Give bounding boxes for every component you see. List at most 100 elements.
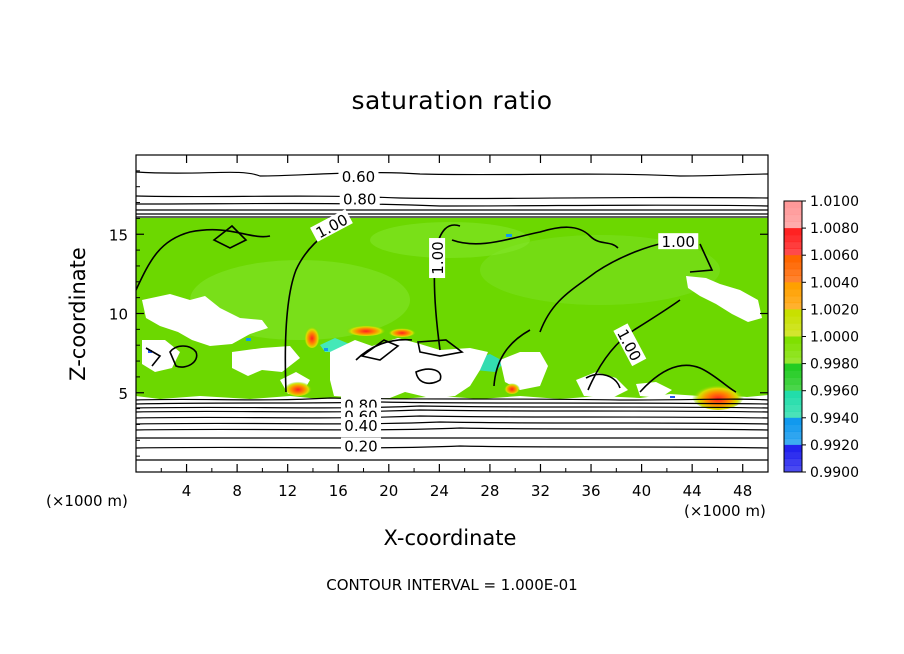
colorbar-swatch — [784, 214, 802, 222]
contour-interval-note: CONTOUR INTERVAL = 1.000E-01 — [326, 576, 578, 594]
colorbar-swatch — [784, 228, 802, 236]
x-tick-label: 40 — [632, 482, 651, 500]
colorbar-swatch — [784, 289, 802, 297]
contour-label-text: 0.80 — [343, 190, 376, 208]
colorbar-swatch — [784, 465, 802, 473]
x-axis-label: X-coordinate — [383, 526, 517, 550]
colorbar-label: 0.9900 — [810, 465, 859, 481]
colorbar-swatch — [784, 383, 802, 392]
colorbar-swatch — [784, 255, 802, 263]
contour-label-text: 1.00 — [662, 233, 695, 251]
contour-label-text: 0.60 — [342, 168, 375, 186]
colorbar-swatch — [784, 390, 802, 398]
colorbar-swatch — [784, 397, 802, 405]
chart-title: saturation ratio — [351, 86, 553, 115]
x-unit-label-right: (×1000 m) — [684, 502, 766, 520]
x-tick-label: 28 — [480, 482, 499, 500]
colorbar-label: 1.0100 — [810, 194, 859, 210]
field-layer — [136, 171, 768, 461]
colorbar: 1.0100 1.0080 1.0060 1.0040 1.0020 1.0000 0.99… — [783, 194, 859, 481]
colorbar-swatch — [784, 343, 802, 351]
colorbar-swatch — [784, 316, 802, 324]
colorbar-swatch — [784, 207, 802, 216]
contour-label: 0.20 — [340, 437, 381, 456]
colorbar-swatch — [784, 234, 802, 243]
colorbar-label: 1.0040 — [810, 275, 859, 291]
y-axis: 5 10 15 — [109, 170, 768, 457]
colorbar-label: 0.9980 — [810, 357, 859, 373]
colorbar-swatch — [784, 411, 802, 419]
contour-label: 0.60 — [338, 168, 379, 186]
contour-label-text: 0.40 — [344, 417, 377, 435]
colorbar-swatch — [784, 370, 802, 378]
colorbar-swatch — [784, 363, 802, 371]
colorbar-swatch — [784, 302, 802, 310]
contour-labels: 0.600.801.001.00 1.001.000.800.600.400.20 — [310, 168, 699, 456]
colorbar-swatch — [784, 336, 802, 344]
contour-label-bg — [310, 208, 353, 242]
colorbar-label: 1.0080 — [810, 221, 859, 237]
colorbar-swatch — [784, 241, 802, 249]
y-tick-label: 15 — [109, 226, 128, 244]
x-unit-label-left: (×1000 m) — [46, 492, 128, 510]
x-tick-label: 24 — [430, 482, 449, 500]
colorbar-swatch — [784, 377, 802, 385]
contour-label-bg — [340, 417, 381, 434]
colorbar-swatch — [784, 458, 802, 466]
colorbar-swatch — [784, 431, 802, 439]
colorbar-swatch — [784, 438, 802, 446]
x-tick-label: 8 — [232, 482, 242, 500]
contour-label-text: 0.20 — [344, 438, 377, 456]
colorbar-swatch — [784, 417, 802, 426]
contour-label: 0.40 — [340, 417, 381, 435]
y-tick-label: 5 — [118, 385, 128, 403]
colorbar-swatch — [784, 268, 802, 277]
colorbar-swatch — [784, 261, 802, 270]
colorbar-swatch — [784, 201, 802, 209]
contour-label: 1.00 — [429, 238, 447, 279]
colorbar-label: 0.9940 — [810, 411, 859, 427]
contours-lower — [136, 397, 768, 461]
contour-label-bg — [339, 190, 380, 207]
colorbar-swatch — [784, 248, 802, 256]
colorbar-swatch — [784, 329, 802, 337]
colorbar-swatch — [784, 404, 802, 412]
x-tick-label: 32 — [531, 482, 550, 500]
colorbar-swatch — [784, 275, 802, 283]
x-tick-label: 16 — [329, 482, 348, 500]
colorbar-label: 1.0000 — [810, 330, 859, 346]
colorbar-swatch — [784, 356, 802, 365]
x-tick-label: 12 — [278, 482, 297, 500]
x-tick-label: 48 — [733, 482, 752, 500]
colorbar-label: 1.0060 — [810, 248, 859, 264]
x-tick-label: 20 — [379, 482, 398, 500]
contour-label-bg — [340, 437, 381, 454]
contour-label-bg — [613, 323, 647, 367]
contour-label-bg — [338, 168, 379, 185]
y-tick-label: 10 — [109, 306, 128, 324]
colorbar-label: 1.0020 — [810, 302, 859, 318]
colorbar-swatch — [784, 444, 802, 453]
colorbar-label: 0.9960 — [810, 384, 859, 400]
colorbar-swatch — [784, 451, 802, 459]
contour-label-text: 1.00 — [429, 241, 447, 274]
x-tick-label: 4 — [182, 482, 192, 500]
colorbar-label: 0.9920 — [810, 438, 859, 454]
contour-label: 1.00 — [658, 233, 699, 251]
contour-label: 0.80 — [339, 190, 380, 208]
contour-label-bg — [429, 238, 446, 279]
colorbar-swatch — [784, 322, 802, 331]
x-axis: 4 8 12 16 20 24 28 32 36 40 44 48 — [160, 155, 752, 500]
colorbar-swatch — [784, 309, 802, 317]
colorbar-swatch — [784, 295, 802, 304]
x-tick-label: 36 — [581, 482, 600, 500]
colorbar-swatch — [784, 350, 802, 358]
colorbar-swatch — [784, 221, 802, 229]
contour-label-bg — [658, 233, 699, 250]
y-axis-label: Z-coordinate — [66, 247, 90, 381]
colorbar-swatch — [784, 282, 802, 290]
colorbar-swatch — [784, 424, 802, 432]
x-tick-label: 44 — [683, 482, 702, 500]
contours-upper — [136, 171, 768, 218]
